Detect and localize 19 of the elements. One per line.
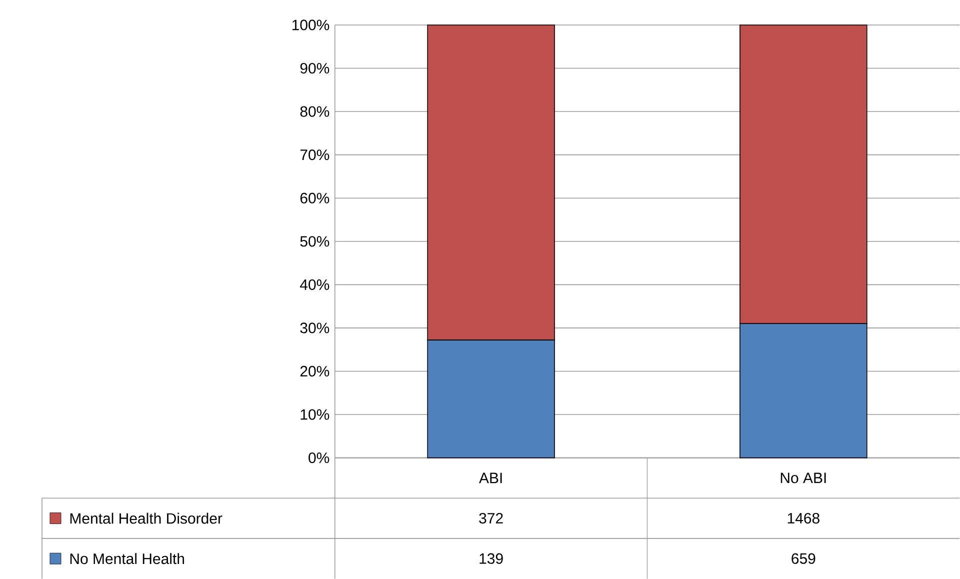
text: 1468: [788, 512, 820, 524]
y-tick-label: 30%: [300, 322, 330, 334]
y-tick-label: 80%: [300, 106, 330, 117]
y-tick-label: 50%: [300, 236, 330, 247]
text: 372: [479, 512, 503, 524]
y-tick-label: 70%: [300, 149, 330, 160]
y-tick-label: 0%: [308, 452, 330, 464]
y-tick-label: 60%: [300, 192, 330, 204]
y-tick-label: 90%: [300, 62, 330, 74]
legend-label: Mental Health Disorder: [70, 512, 222, 524]
text: 139: [480, 553, 503, 564]
legend-label: No Mental Health: [70, 553, 184, 564]
x-tick-label: No ABI: [780, 472, 826, 484]
x-tick-label: ABI: [478, 472, 502, 484]
y-tick-label: 100%: [292, 20, 330, 30]
y-tick-label: 10%: [300, 409, 330, 420]
y-tick-label: 40%: [300, 279, 330, 290]
y-tick-label: 20%: [300, 366, 330, 376]
text: 659: [792, 553, 816, 564]
